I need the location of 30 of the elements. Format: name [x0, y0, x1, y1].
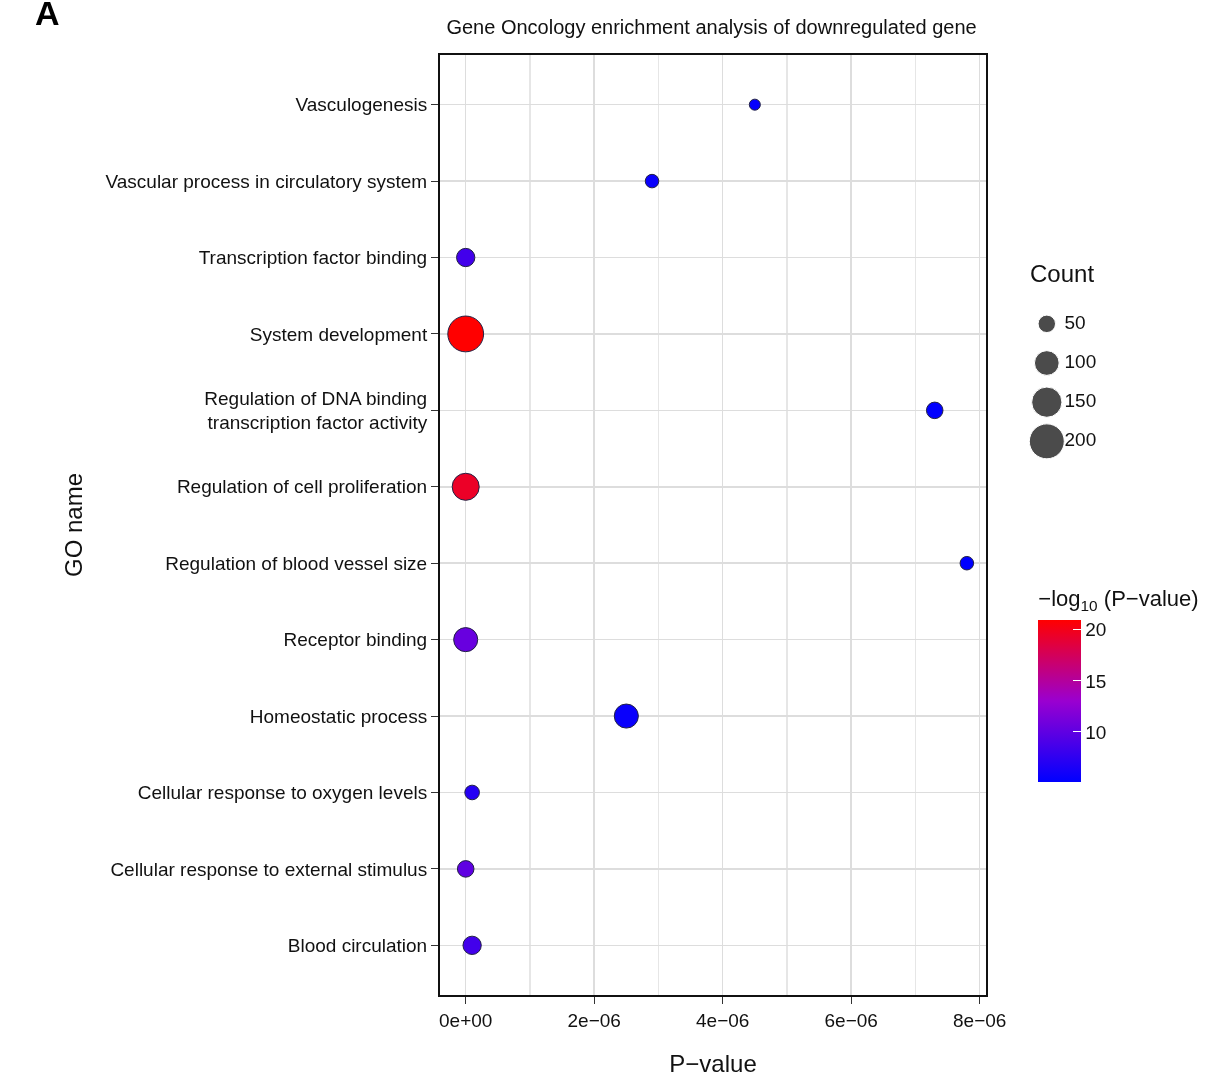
y-tick-label: Vasculogenesis	[295, 94, 428, 116]
x-tick-label: 4e−06	[696, 1009, 750, 1031]
y-tick-label: Regulation of cell proliferation	[176, 476, 428, 498]
x-tick-label: 0e+00	[439, 1009, 493, 1031]
legend-label: 100	[1064, 350, 1097, 372]
color-bar-label: 20	[1085, 619, 1107, 641]
y-tick-label: Transcription factor binding	[198, 247, 428, 269]
color-bar-label: 10	[1085, 721, 1107, 743]
y-axis-title: GO name	[60, 472, 88, 578]
y-tick-label: Regulation of DNA binding transcription factor activity	[204, 387, 428, 434]
x-tick-label: 2e−06	[567, 1009, 621, 1031]
x-tick-label: 8e−06	[953, 1009, 1007, 1031]
color-bar-label: 15	[1085, 670, 1107, 692]
legend-label: 200	[1064, 429, 1097, 451]
y-tick-label: Receptor binding	[283, 629, 428, 651]
text: A	[35, 0, 60, 32]
x-axis-title: P−value	[669, 1049, 757, 1077]
y-tick-label: Cellular response to external stimulus	[110, 858, 428, 880]
color-bar-title: −log$_{10}$ (P−value)	[1038, 586, 1199, 615]
x-tick-label: 6e−06	[824, 1009, 878, 1031]
y-tick-label: Regulation of blood vessel size	[165, 552, 428, 574]
legend-label: 150	[1064, 389, 1097, 411]
y-tick-label: Vascular process in circulatory system	[105, 170, 428, 192]
y-tick-label: Cellular response to oxygen levels	[137, 782, 428, 804]
legend-label: 50	[1064, 311, 1086, 333]
legend-title: Count	[1030, 260, 1095, 287]
chart-title: Gene Oncology enrichment analysis of downregulated gene	[446, 15, 977, 38]
y-tick-label: Blood circulation	[287, 934, 428, 956]
y-tick-label: Homeostatic process	[249, 705, 428, 727]
y-tick-label: System development	[249, 323, 428, 345]
